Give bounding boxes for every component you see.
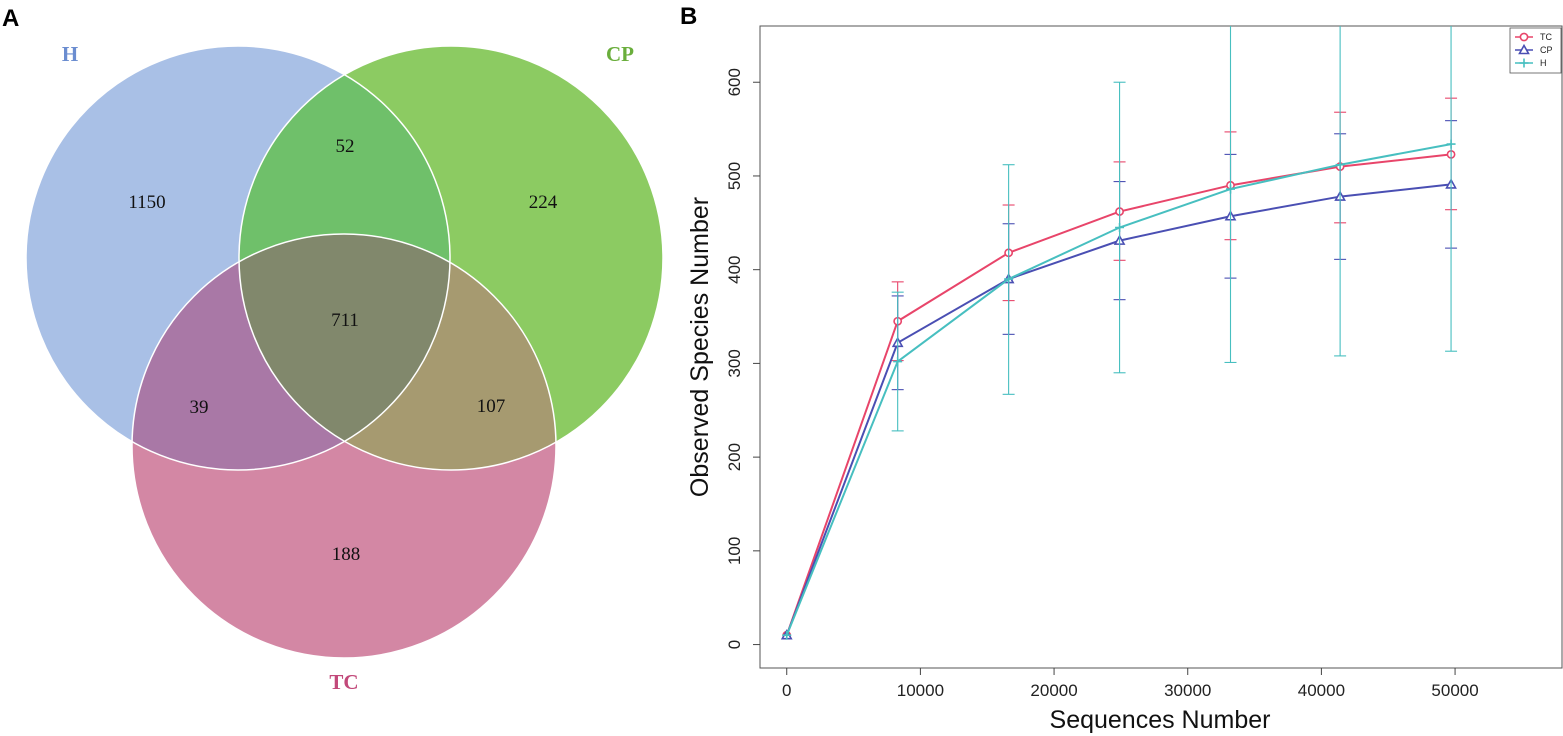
venn-count-cp-only: 224: [529, 192, 558, 213]
panel-a-label: A: [2, 5, 19, 32]
data-point-h: [1115, 223, 1125, 233]
panel-b-label: B: [680, 3, 697, 30]
legend-label-cp: CP: [1540, 45, 1553, 55]
data-point-h: [1226, 184, 1236, 194]
legend-item-h: H: [1515, 58, 1547, 68]
series-line-cp: [785, 183, 1452, 636]
venn-label-tc: TC: [329, 670, 358, 694]
venn-count-tc-only: 188: [332, 544, 361, 565]
data-point-h: [1335, 160, 1345, 170]
y-tick-label: 100: [725, 537, 744, 565]
x-tick-label: 0: [782, 681, 791, 700]
legend-marker-cp: [1518, 43, 1530, 55]
venn-label-cp: CP: [606, 42, 634, 66]
venn-count-h-only: 1150: [128, 192, 165, 213]
error-bar-h: [1445, 26, 1458, 352]
x-axis-title: Sequences Number: [1050, 706, 1271, 734]
data-point-h: [1004, 274, 1014, 284]
y-tick-label: 300: [725, 349, 744, 377]
x-tick-label: 50000: [1431, 681, 1478, 700]
plot-frame: [759, 25, 1563, 669]
rarefaction-chart: 0 10000 20000 30000 40000 50000 0 100 200 300 400 5…: [686, 25, 1563, 734]
x-tick-label: 20000: [1030, 681, 1077, 700]
data-point-h: [1446, 139, 1456, 149]
venn-outlines: [25, 45, 664, 659]
series-line-h: [785, 143, 1452, 636]
y-tick-label: 200: [725, 443, 744, 471]
legend-marker-tc: [1519, 32, 1529, 42]
y-tick-label: 0: [725, 640, 744, 649]
series-layer: [780, 26, 1458, 640]
data-point-h: [782, 630, 792, 640]
legend-item-tc: TC: [1515, 32, 1552, 42]
venn-count-h-cp: 52: [336, 136, 355, 157]
venn-count-cp-tc: 107: [477, 396, 506, 417]
legend-label-tc: TC: [1540, 32, 1552, 42]
venn-diagram: H CP TC 1150 224 188 52 39 107 711: [25, 42, 664, 694]
legend-label-h: H: [1540, 58, 1547, 68]
data-point-h: [893, 357, 903, 367]
legend-item-cp: CP: [1515, 43, 1553, 55]
venn-count-all: 711: [331, 310, 359, 331]
venn-label-h: H: [62, 42, 78, 66]
axes: 0 10000 20000 30000 40000 50000 0 100 200 300 400 5…: [725, 68, 1479, 700]
y-axis-title: Observed Species Number: [686, 197, 714, 497]
legend-marker-h: [1519, 58, 1529, 68]
x-tick-label: 30000: [1164, 681, 1211, 700]
x-tick-label: 10000: [897, 681, 944, 700]
y-tick-label: 500: [725, 162, 744, 190]
error-bar-h: [1334, 26, 1347, 357]
error-bar-h: [1224, 26, 1237, 364]
x-tick-label: 40000: [1298, 681, 1345, 700]
legend: TC CP H: [1509, 27, 1562, 74]
y-tick-label: 400: [725, 255, 744, 283]
y-tick-label: 600: [725, 68, 744, 96]
series-h: [782, 26, 1458, 640]
venn-count-h-tc: 39: [190, 397, 209, 418]
